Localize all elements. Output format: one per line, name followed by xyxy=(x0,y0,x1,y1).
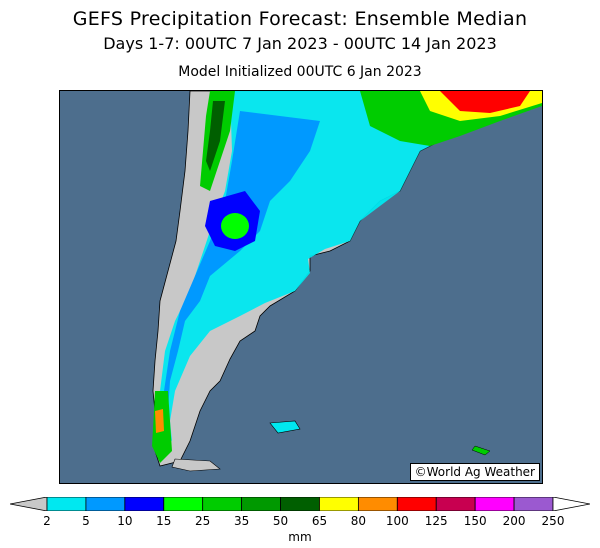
legend-swatch xyxy=(435,497,476,511)
south-georgia xyxy=(471,445,491,456)
legend-swatch xyxy=(396,497,437,511)
legend-swatch xyxy=(241,497,281,511)
legend-swatch xyxy=(85,497,126,511)
legend-tick-label: 50 xyxy=(272,514,289,528)
legend-tick-label: 10 xyxy=(117,514,133,528)
copyright-credit: ©World Ag Weather xyxy=(409,463,540,481)
legend-swatch xyxy=(357,497,398,511)
legend-swatch xyxy=(124,497,165,511)
precip-15-25mm xyxy=(221,213,249,239)
legend-swatch xyxy=(202,497,243,511)
precipitation-map: ©World Ag Weather xyxy=(59,90,543,484)
model-init-time: Model Initialized 00UTC 6 Jan 2023 xyxy=(178,64,422,80)
precip-5-10mm xyxy=(164,111,320,411)
legend-tick-label: 200 xyxy=(502,514,526,528)
legend-units: mm xyxy=(288,530,312,544)
legend-tick-label: 25 xyxy=(195,514,211,528)
legend-tick-label: 2 xyxy=(43,514,51,528)
legend-swatch xyxy=(513,497,554,511)
legend-swatch xyxy=(280,497,320,511)
legend-tick-label: 35 xyxy=(233,514,250,528)
legend-swatch xyxy=(46,497,87,511)
legend-tick-label: 125 xyxy=(424,514,448,528)
map-title: GEFS Precipitation Forecast: Ensemble Me… xyxy=(72,8,528,30)
legend-tick-label: 150 xyxy=(463,514,487,528)
legend-tick-label: 100 xyxy=(385,514,409,528)
legend-swatch xyxy=(319,497,359,511)
tierra-del-fuego xyxy=(171,458,221,472)
map-canvas xyxy=(152,91,542,472)
legend-swatch xyxy=(163,497,204,511)
falkland-islands xyxy=(269,420,301,434)
legend-tick-label: 65 xyxy=(311,514,328,528)
forecast-period: Days 1-7: 00UTC 7 Jan 2023 - 00UTC 14 Ja… xyxy=(103,34,497,53)
legend-tick-label: 250 xyxy=(541,514,565,528)
legend-tick-label: 80 xyxy=(350,514,367,528)
legend-tick-label: 15 xyxy=(156,514,172,528)
legend-swatch xyxy=(474,497,515,511)
legend-tick-label: 5 xyxy=(82,514,90,528)
color-legend-bar xyxy=(10,497,590,511)
